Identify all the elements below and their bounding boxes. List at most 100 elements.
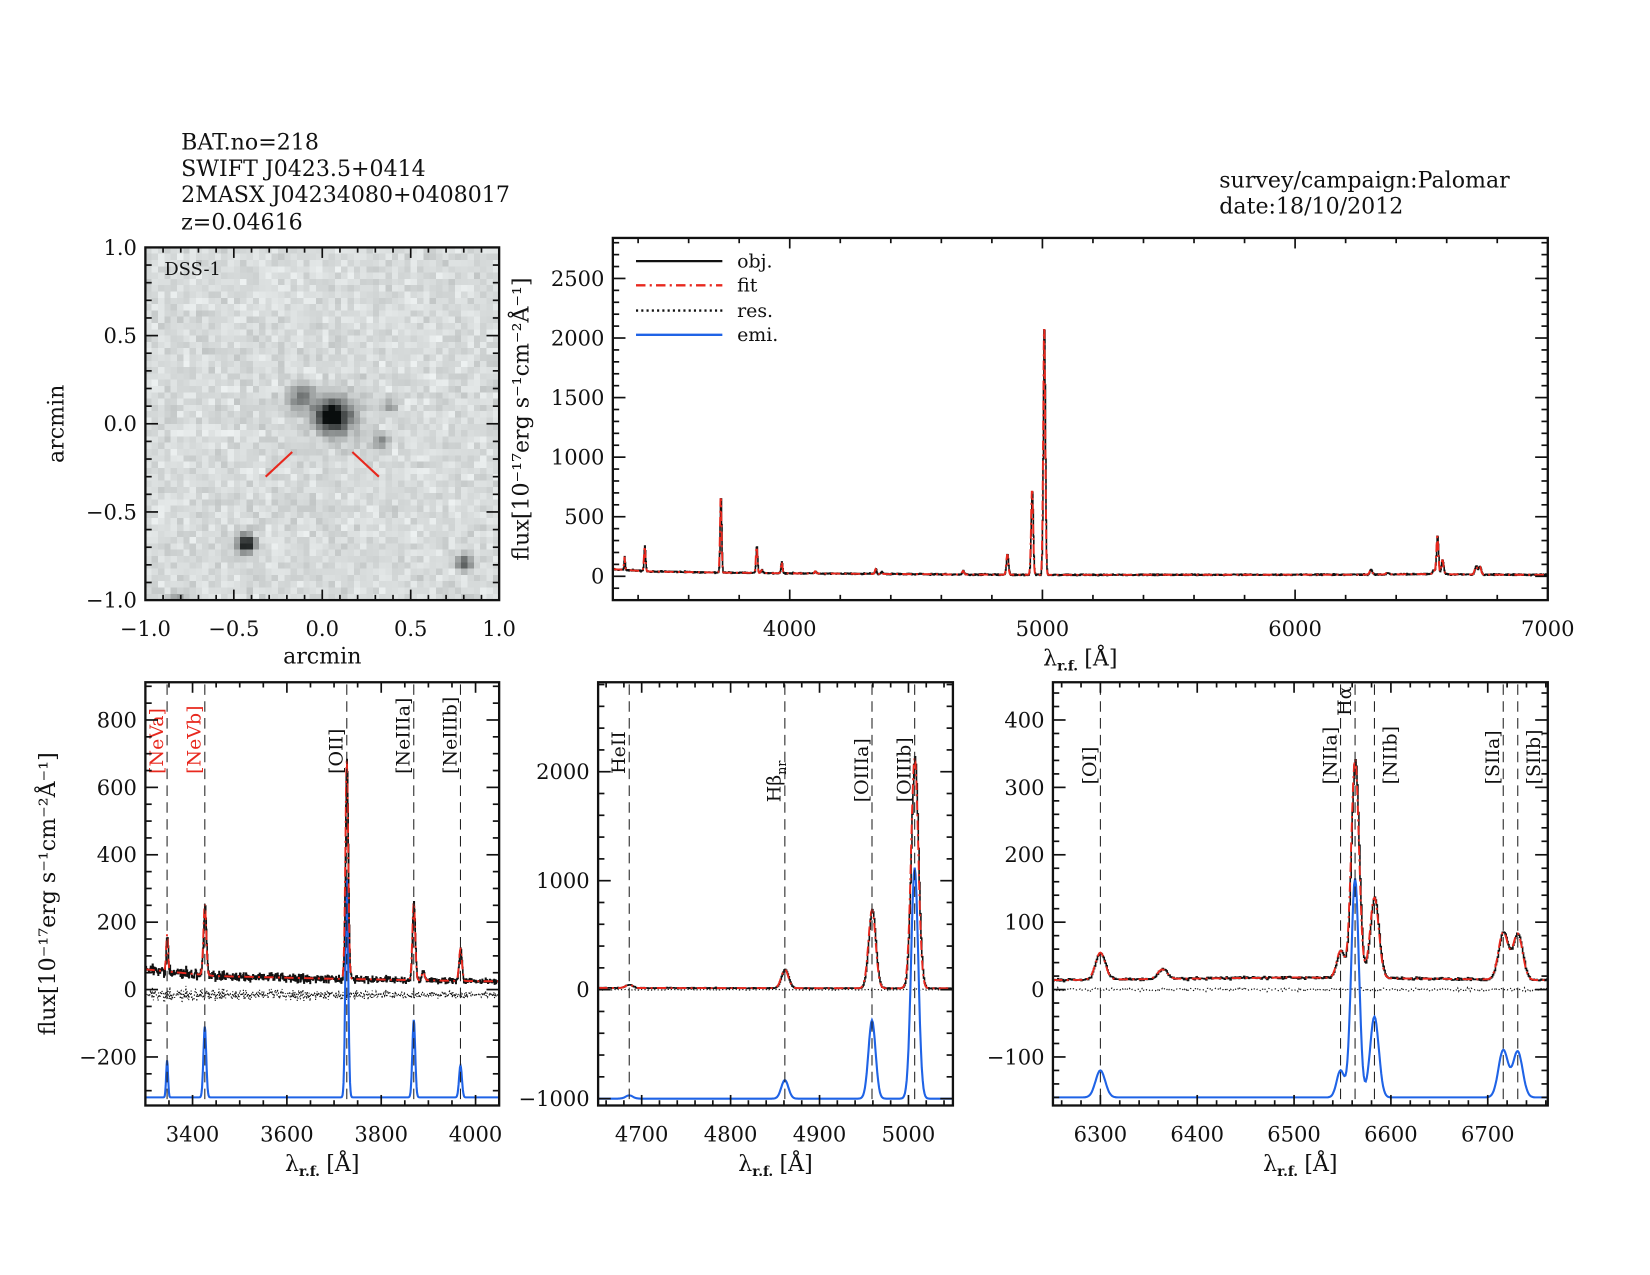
axes: 4700 4800 4900 5000 −1000 0 1000 2000	[518, 681, 955, 1146]
spectral-line-label: [OIIIb]	[893, 737, 915, 802]
y-tick-label: −1000	[518, 1086, 589, 1111]
plot-frame	[596, 681, 955, 1107]
dss-sky-image	[145, 247, 500, 601]
object-series	[145, 758, 500, 985]
full-spectrum-panel: 4000 5000 6000 7000 0 500 1000 1500 2000 2500 λr.f…	[507, 236, 1575, 675]
y-tick-label: 300	[1004, 775, 1044, 800]
line-label-text: [OIIIa]	[851, 738, 873, 802]
header-2mass-name: 2MASX J04234080+0408017	[181, 182, 510, 208]
spectral-line-label: [OIIIa]	[851, 738, 873, 802]
line-label-text: [NeVa]	[146, 708, 168, 774]
y-tick-label: 0	[591, 564, 604, 589]
halpha-region-panel: [OI] [NIIa] Hα [NIIb] [SIIa] [SIIb] 6300 6400 65…	[987, 681, 1549, 1180]
x-tick-label: −0.5	[208, 616, 259, 641]
y-tick-label: 0.0	[103, 411, 136, 436]
line-label-text: [SIIb]	[1523, 730, 1545, 785]
x-tick-label: 4700	[615, 1121, 669, 1146]
y-tick-label: −0.5	[86, 499, 137, 524]
x-tick-label: 0.0	[306, 616, 339, 641]
fit-series	[598, 757, 953, 990]
x-tick-label: 7000	[1521, 616, 1575, 641]
x-tick-label: 4000	[763, 616, 817, 641]
emission-series	[1052, 878, 1548, 1099]
plot-frame	[1051, 681, 1549, 1107]
x-tick-label: 6400	[1170, 1121, 1224, 1146]
legend-label: obj.	[737, 250, 772, 272]
y-tick-label: −1.0	[86, 587, 137, 612]
bottom-y-axis-label: flux[10⁻¹⁷erg s⁻¹cm⁻²Å⁻¹]	[33, 752, 61, 1035]
x-tick-label: 6000	[1268, 616, 1322, 641]
dss-image-panel: −1.0 −0.5 0.0 0.5 1.0 −1.0 −0.5 0.0 0.5 1.0 DSS-1 a…	[43, 235, 516, 670]
line-label-text: [NIIb]	[1380, 726, 1402, 784]
spectral-line-label: [NeVa]	[146, 708, 168, 774]
plot-frame	[144, 681, 501, 1107]
angstrom-unit: [Å]	[326, 1149, 359, 1177]
x-tick-label: 0.5	[394, 616, 427, 641]
axes: −1.0 −0.5 0.0 0.5 1.0 −1.0 −0.5 0.0 0.5 1.0	[86, 235, 516, 641]
legend-label: emi.	[737, 324, 778, 346]
y-tick-label: 600	[97, 775, 137, 800]
residual-series	[1052, 985, 1548, 994]
line-label-subscript: nr	[774, 760, 789, 775]
spectral-line-label: [SIIa]	[1482, 730, 1504, 784]
line-label-text: Hα	[1334, 686, 1356, 716]
spectral-line-label: [OI]	[1079, 747, 1101, 785]
x-tick-label: −1.0	[120, 616, 171, 641]
line-label-text: [NeIIIa]	[393, 698, 415, 774]
y-tick-label: 2000	[551, 325, 605, 350]
x-axis-label: λr.f. [Å]	[1263, 1149, 1337, 1180]
header-date: date:18/10/2012	[1219, 194, 1403, 220]
rest-frame-subscript: r.f.	[1057, 659, 1078, 675]
header-bat-number: BAT.no=218	[181, 130, 319, 156]
object-series	[612, 329, 1548, 577]
spectral-line-label: Hβnr	[764, 760, 789, 803]
line-label-text: [SIIa]	[1482, 730, 1504, 784]
spectral-line-label: [NeVb]	[184, 705, 206, 773]
rest-frame-subscript: r.f.	[752, 1164, 773, 1180]
x-tick-label: 3600	[260, 1121, 314, 1146]
y-tick-label: 1000	[551, 445, 605, 470]
target-marker-right	[351, 451, 380, 478]
fit-series	[1052, 758, 1548, 982]
residual-series	[598, 987, 953, 992]
line-label-text: [OI]	[1079, 747, 1101, 785]
header-left: BAT.no=218 SWIFT J0423.5+0414 2MASX J042…	[181, 130, 510, 236]
axes: 6300 6400 6500 6600 6700 −100 0 100 200 300 400	[987, 681, 1549, 1146]
y-tick-label: 2000	[536, 759, 590, 784]
lambda-symbol: λ	[1043, 645, 1057, 671]
angstrom-unit: [Å]	[1084, 643, 1117, 671]
x-tick-label: 4800	[704, 1121, 758, 1146]
angstrom-unit: [Å]	[780, 1149, 813, 1177]
line-label-text: [OIIIb]	[893, 737, 915, 802]
y-tick-label: 200	[1004, 842, 1044, 867]
plot-frame	[611, 236, 1549, 602]
x-tick-label: 3800	[354, 1121, 408, 1146]
plot-area	[1052, 758, 1548, 1099]
line-label-text: [NeVb]	[184, 705, 206, 773]
y-tick-label: 0	[1031, 977, 1044, 1002]
fit-series	[145, 759, 500, 983]
header-survey: survey/campaign:Palomar	[1219, 167, 1510, 193]
y-tick-label: 1000	[536, 868, 590, 893]
y-tick-label: 0	[124, 977, 137, 1002]
lambda-symbol: λ	[1263, 1151, 1277, 1177]
spectral-line-label: [OII]	[326, 729, 348, 774]
angstrom-unit: [Å]	[1304, 1149, 1337, 1177]
x-tick-label: 3400	[166, 1121, 220, 1146]
blue-region-panel: [NeVa] [NeVb] [OII] [NeIIIa] [NeIIIb] 3400 360…	[79, 681, 503, 1180]
legend-label: res.	[737, 300, 773, 322]
x-tick-label: 5000	[1016, 616, 1070, 641]
line-label-text: [NIIa]	[1319, 727, 1341, 785]
spectral-line-label: Hα	[1334, 686, 1356, 716]
legend-item: obj.	[636, 250, 773, 272]
x-tick-label: 4000	[449, 1121, 503, 1146]
x-tick-label: 6600	[1364, 1121, 1418, 1146]
object-series	[1052, 758, 1548, 983]
legend-item: res.	[636, 300, 773, 322]
legend-item: emi.	[636, 324, 778, 346]
rest-frame-subscript: r.f.	[1277, 1164, 1298, 1180]
line-label-text: [OII]	[326, 729, 348, 774]
spectral-line-label: [NIIb]	[1380, 726, 1402, 784]
